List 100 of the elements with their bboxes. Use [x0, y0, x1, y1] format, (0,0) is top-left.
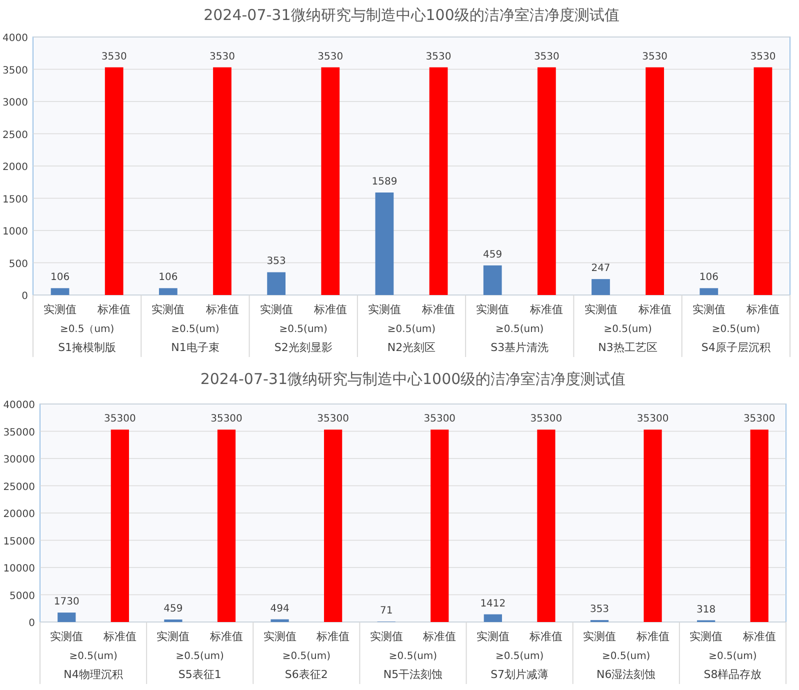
bar — [267, 272, 286, 295]
x-tick-label: 实测值 — [152, 303, 185, 316]
bar — [50, 288, 70, 295]
x-tick-label: 标准值 — [635, 630, 670, 643]
text: S5表征1 — [178, 668, 222, 681]
bar — [750, 430, 768, 622]
bar — [646, 67, 664, 295]
text: ≥0.5(um) — [282, 651, 331, 662]
data-label: 1730 — [54, 596, 80, 608]
bar — [217, 430, 236, 622]
x-tick-label: 标准值 — [102, 630, 136, 643]
bar — [754, 67, 772, 295]
chart-title: 2024-07-31微纳研究与制造中心100级的洁净室洁净度测试值 — [204, 6, 620, 24]
x-tick-label: 标准值 — [421, 303, 456, 316]
bar — [104, 67, 124, 295]
text: ≥0.5(um) — [387, 324, 436, 335]
x-tick-label: 实测值 — [156, 630, 190, 643]
x-tick-label: 实测值 — [370, 630, 403, 643]
data-label: 3530 — [318, 51, 344, 62]
x-tick-label: 标准值 — [528, 630, 563, 643]
text: N4物理沉积 — [64, 668, 123, 681]
text: S8样品存放 — [704, 668, 762, 681]
bar — [58, 612, 76, 622]
y-tick-label: 5000 — [10, 590, 35, 602]
bar — [644, 430, 662, 622]
chart-title: 2024-07-31微纳研究与制造中心1000级的洁净室洁净度测试值 — [200, 370, 626, 388]
x-tick-label: 实测值 — [50, 630, 84, 643]
text: S4原子层沉积 — [701, 341, 770, 354]
y-tick-label: 1500 — [2, 194, 28, 206]
text: S6表征2 — [284, 668, 328, 681]
data-label: 106 — [50, 272, 70, 284]
text: ≥0.5(um) — [496, 324, 544, 335]
data-label: 459 — [164, 604, 183, 614]
data-label: 35300 — [104, 414, 136, 425]
bar — [537, 430, 556, 622]
text: S1掩模制版 — [58, 341, 116, 354]
text: S7划片减薄 — [490, 668, 549, 681]
bar — [375, 192, 394, 295]
data-label: 35300 — [636, 414, 669, 425]
y-tick-label: 0 — [22, 291, 28, 302]
text: ≥0.5(um) — [176, 651, 224, 662]
x-tick-label: 标准值 — [209, 630, 243, 643]
bar — [483, 265, 502, 295]
x-tick-label: 实测值 — [263, 630, 296, 643]
text: ≥0.5(um) — [69, 651, 118, 662]
text: N3热工艺区 — [598, 341, 658, 354]
y-tick-label: 2500 — [2, 130, 28, 141]
x-tick-label: 标准值 — [637, 303, 672, 316]
x-tick-label: 标准值 — [422, 630, 456, 643]
data-label: 318 — [696, 604, 716, 616]
text: ≥0.5(um) — [279, 324, 328, 335]
bar — [110, 430, 129, 622]
data-label: 106 — [699, 272, 718, 284]
text: ≥0.5(um) — [602, 651, 650, 662]
x-tick-label: 实测值 — [584, 303, 618, 316]
x-tick-label: 标准值 — [96, 303, 131, 316]
bar — [700, 288, 718, 295]
y-tick-label: 30000 — [3, 454, 35, 466]
text: N2光刻区 — [387, 341, 436, 354]
x-tick-label: 实测值 — [692, 303, 726, 316]
x-tick-label: 实测值 — [583, 630, 616, 643]
x-tick-label: 实测值 — [476, 630, 510, 643]
data-label: 3530 — [101, 51, 127, 62]
x-tick-label: 标准值 — [742, 630, 776, 643]
y-tick-label: 25000 — [3, 482, 35, 493]
x-tick-label: 标准值 — [745, 303, 780, 316]
bar — [270, 619, 289, 622]
text: ≥0.5(um) — [604, 324, 652, 335]
data-label: 3530 — [534, 51, 560, 62]
text: ≥0.5(um) — [495, 651, 544, 662]
data-label: 353 — [590, 604, 610, 616]
y-tick-label: 3500 — [2, 65, 28, 76]
y-tick-label: 35000 — [3, 427, 35, 438]
bar — [158, 288, 178, 295]
y-tick-label: 10000 — [3, 564, 35, 574]
data-label: 3530 — [750, 51, 776, 62]
x-tick-label: 标准值 — [316, 630, 350, 643]
data-label: 106 — [158, 272, 178, 284]
data-label: 1412 — [480, 598, 506, 610]
bar — [429, 67, 448, 295]
text: ≥0.5（um) — [60, 324, 114, 335]
data-label: 35300 — [317, 414, 349, 425]
y-tick-label: 4000 — [2, 33, 28, 44]
bar — [324, 430, 342, 622]
y-tick-label: 2000 — [2, 162, 28, 173]
bar — [592, 279, 610, 295]
data-label: 1589 — [372, 176, 398, 188]
x-tick-label: 实测值 — [44, 303, 77, 316]
data-label: 247 — [591, 263, 610, 274]
text: ≥0.5(um) — [712, 324, 760, 335]
data-label: 71 — [380, 606, 393, 617]
x-tick-label: 实测值 — [476, 303, 510, 316]
text: N5干法刻蚀 — [383, 668, 443, 681]
y-tick-label: 0 — [28, 618, 35, 629]
bar — [537, 67, 556, 295]
x-tick-label: 标准值 — [204, 303, 239, 316]
bar — [430, 430, 449, 622]
text: ≥0.5(um) — [388, 651, 438, 662]
y-tick-label: 20000 — [3, 509, 35, 520]
x-tick-label: 实测值 — [690, 630, 723, 643]
